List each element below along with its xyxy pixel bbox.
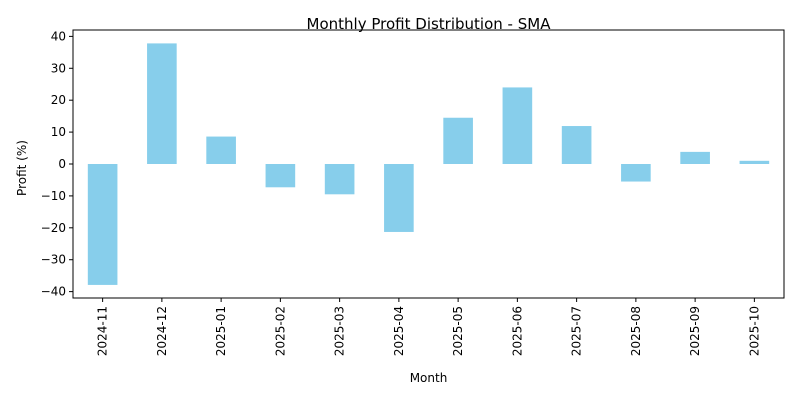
y-tick-label: 40	[51, 29, 66, 43]
y-tick-label: 10	[51, 125, 66, 139]
x-tick-label: 2025-07	[570, 306, 584, 356]
bar-2024-11	[87, 164, 118, 285]
x-tick-label: 2025-09	[688, 306, 702, 356]
y-tick-label: −20	[41, 221, 66, 235]
bar-2025-03	[324, 164, 355, 195]
x-tick-label: 2025-01	[214, 306, 228, 356]
x-tick-label: 2025-02	[273, 306, 287, 356]
x-axis: 2024-11 2024-12 2025-01 2025-02 2025-03 2025-…	[96, 298, 761, 356]
x-tick-label: 2025-08	[629, 306, 643, 356]
x-tick-label: 2025-04	[392, 306, 406, 356]
bar-2025-07	[561, 126, 592, 164]
bar-2025-05	[443, 117, 473, 164]
x-tick-label: 2024-12	[155, 306, 169, 356]
y-axis: −40 −30 −20 −10 0 10 20 30 40	[41, 29, 73, 299]
y-tick-label: 20	[51, 93, 66, 107]
x-axis-title: Month	[410, 371, 448, 385]
y-tick-label: 0	[58, 157, 66, 171]
y-tick-label: −10	[41, 189, 66, 203]
x-tick-label: 2025-10	[747, 306, 761, 356]
x-tick-label: 2025-03	[333, 306, 347, 356]
y-tick-label: −40	[41, 285, 66, 299]
bar-2025-02	[265, 164, 296, 188]
bars-group	[87, 43, 770, 285]
bar-2025-06	[502, 87, 533, 164]
y-tick-label: 30	[51, 61, 66, 75]
bar-2024-12	[147, 43, 177, 164]
plot-frame	[72, 29, 785, 299]
bar-2025-09	[680, 151, 710, 164]
y-tick-label: −30	[41, 253, 66, 267]
x-tick-label: 2025-05	[451, 306, 465, 356]
y-axis-title: Profit (%)	[15, 140, 29, 196]
bar-2025-10	[739, 160, 770, 164]
bar-2025-08	[621, 164, 651, 182]
chart-title: Monthly Profit Distribution - SMA	[307, 15, 552, 33]
x-tick-label: 2024-11	[96, 306, 110, 356]
bar-2025-01	[206, 136, 236, 164]
bar-2025-04	[384, 164, 414, 232]
x-tick-label: 2025-06	[510, 306, 524, 356]
